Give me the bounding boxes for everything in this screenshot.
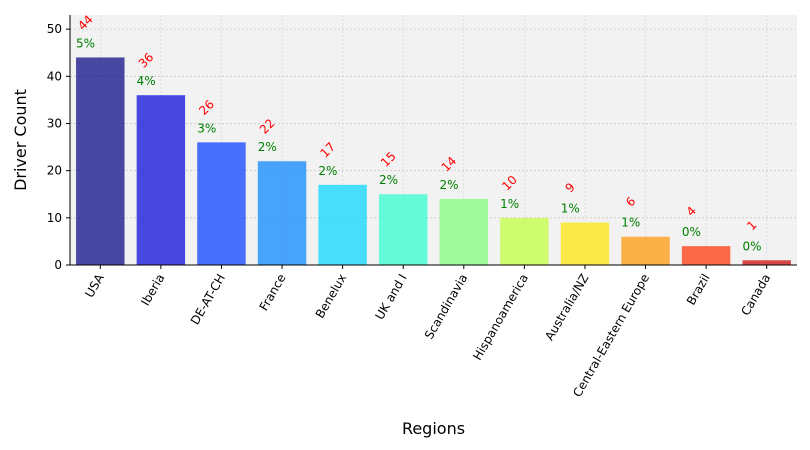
percent-label: 0% [682,225,701,239]
y-tick-label: 20 [47,164,62,178]
percent-label: 2% [258,140,277,154]
x-tick-label: Australia/NZ [542,272,591,343]
y-tick-label: 0 [54,258,62,272]
percent-label: 1% [500,197,519,211]
percent-label: 2% [318,164,337,178]
percent-label: 2% [440,178,459,192]
y-tick-label: 30 [47,116,62,130]
x-tick-label: France [257,272,289,314]
bar-france [257,161,307,265]
bar-hispanoamerica [500,217,549,265]
x-tick-label: USA [82,271,107,300]
percent-label: 1% [621,216,640,230]
bar-brazil [681,246,731,265]
percent-label: 4% [137,74,156,88]
x-tick-label: Canada [738,272,773,319]
x-tick-label: DE-AT-CH [188,272,228,328]
x-tick-label: Scandinavia [422,271,471,341]
bar-de-at-ch [197,142,246,265]
bar-uk-and-i [378,194,428,265]
percent-label: 5% [76,36,95,50]
y-tick-label: 50 [47,22,62,36]
percent-label: 0% [742,239,761,253]
x-tick-label: Iberia [138,272,167,309]
x-axis-title: Regions [402,419,465,438]
y-tick-label: 40 [47,69,62,83]
percent-label: 1% [561,202,580,216]
x-tick-label: Benelux [313,272,349,321]
x-axis-ticks: USA Iberia DE-AT-CH France Benelux UK and I Sc… [82,265,773,399]
x-tick-label: Hispanoamerica [470,272,531,363]
bar-central-eastern-europe [621,236,670,265]
y-axis-title: Driver Count [11,89,30,191]
bar-iberia [136,95,186,265]
y-axis-ticks: 0 10 20 30 40 50 [47,22,70,272]
bar-benelux [318,184,367,265]
x-tick-label: UK and I [372,272,409,323]
bar-canada [742,260,791,265]
y-tick-label: 10 [47,211,62,225]
x-tick-label: Brazil [684,272,713,308]
bar-scandinavia [439,198,489,265]
bars [76,57,791,265]
plot-area [70,15,797,265]
bar-usa [76,57,125,265]
bar-australia-nz [560,222,610,265]
percent-label: 3% [197,121,216,135]
percent-label: 2% [379,173,398,187]
